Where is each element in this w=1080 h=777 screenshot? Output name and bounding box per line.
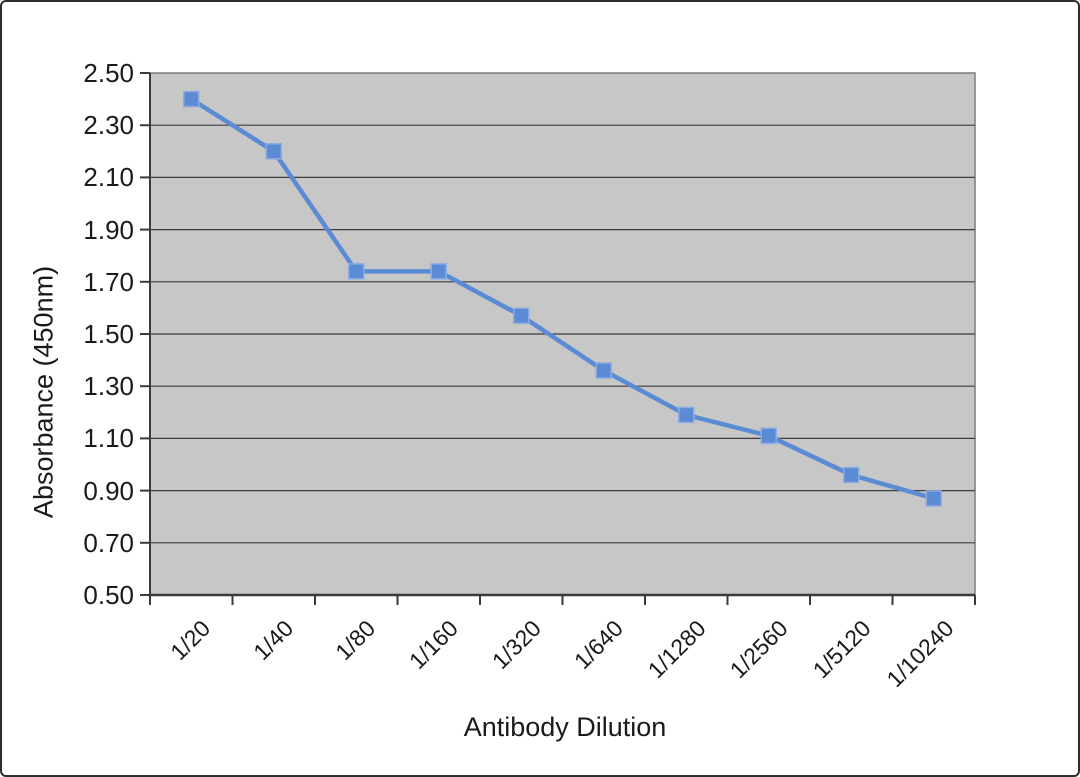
x-axis-title: Antibody Dilution bbox=[463, 712, 667, 742]
y-tick-label: 1.90 bbox=[83, 214, 134, 245]
y-tick-label: 2.30 bbox=[83, 110, 134, 141]
y-tick-label: 2.50 bbox=[83, 58, 134, 88]
y-tick-label: 0.50 bbox=[83, 580, 134, 610]
y-tick-label: 0.90 bbox=[83, 475, 134, 506]
y-tick-label: 0.70 bbox=[83, 527, 134, 558]
y-tick-label: 1.70 bbox=[83, 266, 134, 297]
y-tick-label: 1.10 bbox=[83, 423, 134, 454]
y-tick-label: 2.10 bbox=[83, 162, 134, 193]
y-tick-label: 1.50 bbox=[83, 319, 134, 349]
y-tick-label: 1.30 bbox=[83, 371, 134, 402]
